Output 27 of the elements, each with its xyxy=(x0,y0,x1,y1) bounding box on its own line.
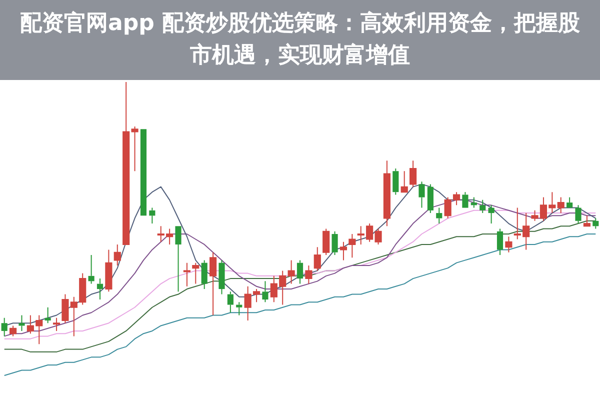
candlestick xyxy=(227,291,234,314)
candlestick xyxy=(262,280,268,303)
candlestick xyxy=(96,278,104,300)
candlestick xyxy=(488,204,494,224)
candlestick xyxy=(236,302,242,316)
candlestick xyxy=(44,306,51,324)
candlestick xyxy=(88,254,94,284)
candlestick xyxy=(566,196,573,208)
candlestick xyxy=(436,207,442,224)
candlestick xyxy=(218,260,225,295)
chart-title: 配资官网app 配资炒股优选策略：高效利用资金，把握股市机遇，实现财富增值 xyxy=(18,10,581,70)
candlestick xyxy=(418,181,425,208)
candlestick xyxy=(427,184,434,214)
candlestick xyxy=(296,260,304,284)
candlestick xyxy=(1,317,8,337)
candlestick xyxy=(175,226,182,292)
candlestick xyxy=(496,228,504,256)
candlestick xyxy=(392,168,399,196)
candlestick xyxy=(149,207,156,224)
candlestick xyxy=(470,196,477,208)
candlestick xyxy=(575,204,582,224)
candlestick xyxy=(462,192,468,208)
candlestick xyxy=(201,260,208,290)
candlestick xyxy=(592,218,599,230)
candlestick xyxy=(18,314,25,332)
candlestick xyxy=(480,199,486,214)
candlestick xyxy=(332,230,338,256)
